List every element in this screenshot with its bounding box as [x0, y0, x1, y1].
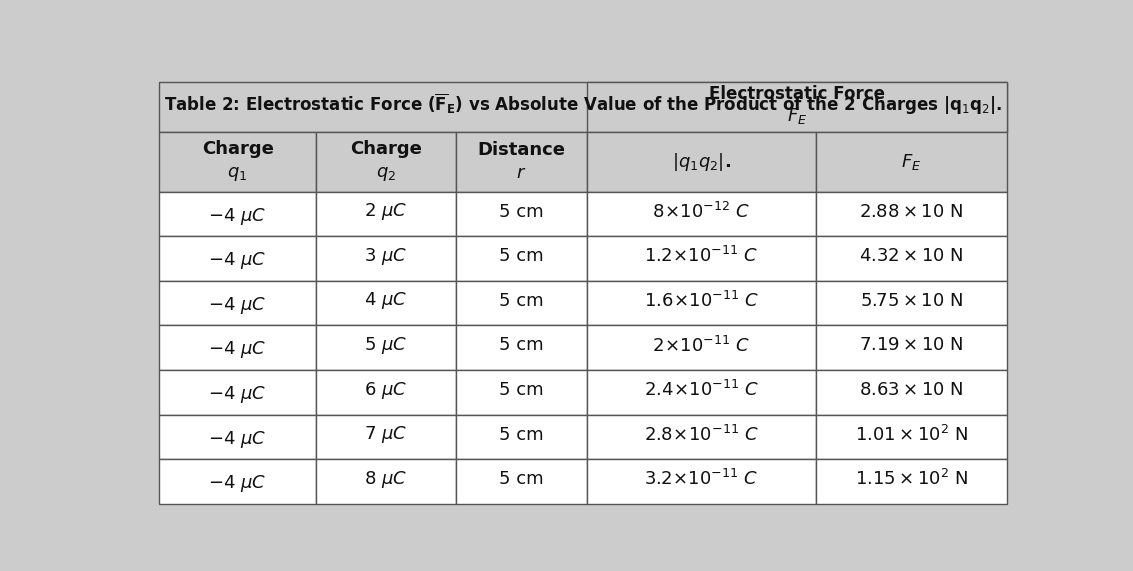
- Bar: [455, 459, 587, 504]
- Bar: [316, 370, 455, 415]
- Bar: [816, 192, 1006, 236]
- Text: 5 cm: 5 cm: [500, 336, 544, 355]
- Bar: [816, 132, 1006, 192]
- Text: $3.2\!\times\!10^{-11}\ C$: $3.2\!\times\!10^{-11}\ C$: [645, 469, 759, 489]
- Bar: [316, 281, 455, 325]
- Bar: [587, 132, 816, 192]
- Text: $2\!\times\!10^{-11}\ C$: $2\!\times\!10^{-11}\ C$: [653, 335, 750, 356]
- Text: $2.88\times10\ \mathrm{N}$: $2.88\times10\ \mathrm{N}$: [859, 203, 963, 221]
- Bar: [455, 370, 587, 415]
- Text: $6\ \mu C$: $6\ \mu C$: [364, 380, 408, 401]
- Text: $1.15\times10^2\ \mathrm{N}$: $1.15\times10^2\ \mathrm{N}$: [854, 469, 968, 489]
- Bar: [316, 236, 455, 281]
- Bar: [159, 236, 316, 281]
- Bar: [159, 415, 316, 459]
- Bar: [587, 281, 816, 325]
- Bar: [455, 192, 587, 236]
- Text: $|q_1 q_2|$.: $|q_1 q_2|$.: [672, 151, 731, 173]
- Bar: [816, 370, 1006, 415]
- Bar: [455, 415, 587, 459]
- Bar: [455, 132, 587, 192]
- Bar: [587, 370, 816, 415]
- Text: $-4\ \mu C$: $-4\ \mu C$: [208, 295, 266, 316]
- Text: $F_E$: $F_E$: [901, 152, 921, 172]
- Text: $7.19\times10\ \mathrm{N}$: $7.19\times10\ \mathrm{N}$: [859, 336, 963, 355]
- Text: 5 cm: 5 cm: [500, 292, 544, 310]
- Bar: [587, 192, 816, 236]
- Bar: [455, 281, 587, 325]
- Bar: [159, 281, 316, 325]
- Text: $-4\ \mu C$: $-4\ \mu C$: [208, 250, 266, 271]
- Text: $4.32\times10\ \mathrm{N}$: $4.32\times10\ \mathrm{N}$: [859, 247, 963, 266]
- Bar: [316, 132, 455, 192]
- Text: $2\ \mu C$: $2\ \mu C$: [364, 201, 408, 222]
- Bar: [316, 459, 455, 504]
- Text: $5\ \mu C$: $5\ \mu C$: [364, 335, 408, 356]
- Text: $-4\ \mu C$: $-4\ \mu C$: [208, 473, 266, 494]
- Bar: [587, 415, 816, 459]
- Text: $8.63\times10\ \mathrm{N}$: $8.63\times10\ \mathrm{N}$: [859, 381, 963, 399]
- Bar: [159, 82, 1006, 132]
- Text: Charge
$q_2$: Charge $q_2$: [350, 140, 421, 183]
- Text: $-4\ \mu C$: $-4\ \mu C$: [208, 206, 266, 227]
- Bar: [816, 281, 1006, 325]
- Bar: [455, 236, 587, 281]
- Bar: [455, 325, 587, 370]
- Text: $F_E$: $F_E$: [786, 106, 807, 126]
- Text: $2.8\!\times\!10^{-11}\ C$: $2.8\!\times\!10^{-11}\ C$: [644, 425, 759, 445]
- Text: Distance
$r$: Distance $r$: [477, 142, 565, 182]
- Bar: [316, 325, 455, 370]
- Bar: [587, 325, 816, 370]
- Bar: [159, 370, 316, 415]
- Text: 5 cm: 5 cm: [500, 381, 544, 399]
- Bar: [159, 192, 316, 236]
- Text: $1.01\times10^2\ \mathrm{N}$: $1.01\times10^2\ \mathrm{N}$: [854, 425, 968, 445]
- Text: Charge
$q_1$: Charge $q_1$: [202, 140, 273, 183]
- Bar: [316, 415, 455, 459]
- Bar: [816, 415, 1006, 459]
- Text: $4\ \mu C$: $4\ \mu C$: [364, 291, 408, 311]
- Text: $2.4\!\times\!10^{-11}\ C$: $2.4\!\times\!10^{-11}\ C$: [644, 380, 759, 400]
- Text: $7\ \mu C$: $7\ \mu C$: [364, 424, 408, 445]
- Text: $5.75\times10\ \mathrm{N}$: $5.75\times10\ \mathrm{N}$: [860, 292, 963, 310]
- Text: Table 2: Electrostatic Force ($\mathbf{\overline{F}_E}$) vs Absolute Value of th: Table 2: Electrostatic Force ($\mathbf{\…: [164, 93, 1003, 118]
- Text: 5 cm: 5 cm: [500, 203, 544, 221]
- Text: $-4\ \mu C$: $-4\ \mu C$: [208, 384, 266, 405]
- Text: $1.2\!\times\!10^{-11}\ C$: $1.2\!\times\!10^{-11}\ C$: [645, 246, 759, 266]
- Text: 5 cm: 5 cm: [500, 425, 544, 444]
- Bar: [159, 325, 316, 370]
- Bar: [816, 459, 1006, 504]
- Bar: [816, 236, 1006, 281]
- Bar: [816, 325, 1006, 370]
- Text: $8\!\times\!10^{-12}\ C$: $8\!\times\!10^{-12}\ C$: [653, 202, 750, 222]
- Bar: [587, 82, 1006, 132]
- Bar: [159, 459, 316, 504]
- Text: $-4\ \mu C$: $-4\ \mu C$: [208, 429, 266, 449]
- Bar: [587, 459, 816, 504]
- Text: $-4\ \mu C$: $-4\ \mu C$: [208, 339, 266, 360]
- Text: $1.6\!\times\!10^{-11}\ C$: $1.6\!\times\!10^{-11}\ C$: [644, 291, 759, 311]
- Text: $3\ \mu C$: $3\ \mu C$: [364, 246, 408, 267]
- Text: 5 cm: 5 cm: [500, 471, 544, 488]
- Bar: [587, 236, 816, 281]
- Bar: [159, 132, 316, 192]
- Text: $8\ \mu C$: $8\ \mu C$: [364, 469, 408, 490]
- Text: 5 cm: 5 cm: [500, 247, 544, 266]
- Text: Electrostatic Force: Electrostatic Force: [709, 85, 885, 103]
- Bar: [316, 192, 455, 236]
